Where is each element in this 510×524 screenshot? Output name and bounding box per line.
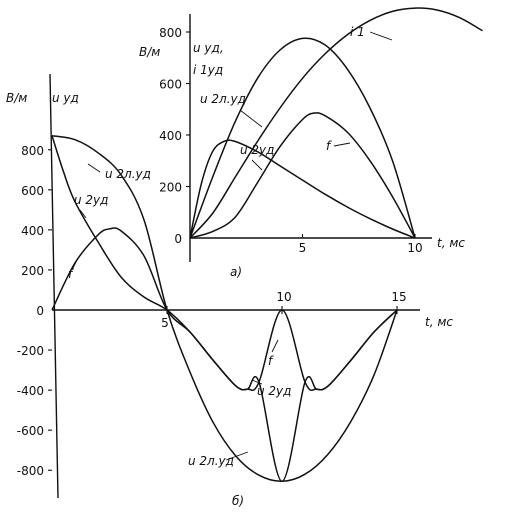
y-tick-label-a: 400 <box>159 129 182 143</box>
series-label-b: u 2уд <box>257 384 291 398</box>
y-unit-b: В/м <box>6 91 27 105</box>
y-tick-label-a: 600 <box>159 78 182 92</box>
panel-a: 0 200 400 600 800 5 10 В/м u уд, i 1уд t, мс а) i 1 u… <box>139 7 483 279</box>
series-line-f-a <box>189 112 416 239</box>
series-leader-a <box>333 142 351 147</box>
y-tick-label-b: -200 <box>17 344 44 358</box>
series-leader-b <box>79 209 87 219</box>
series-line-i-1-a <box>189 7 483 239</box>
series-label-a: u 2л.уд <box>200 92 246 106</box>
series-leader-a <box>251 159 263 171</box>
x-tick-label-a: 5 <box>299 241 307 255</box>
series-line-f-b <box>51 227 398 392</box>
y-tick-label-b: 0 <box>36 304 44 318</box>
series-line-u-2--b <box>51 134 398 483</box>
y-label-b: u уд <box>52 91 79 105</box>
series-leader-b <box>71 257 79 271</box>
y-label-a-line1: u уд, <box>193 41 224 55</box>
y-tick-label-b: 400 <box>21 224 44 238</box>
series-leader-a <box>239 109 263 128</box>
x-tick-label-b: 15 <box>391 290 406 304</box>
y-label-a-line2: i 1уд <box>193 63 223 77</box>
series-label-a: u 2уд <box>240 143 274 157</box>
panel-b: 800 600 400 200 0 -200 -400 -600 -800 5 10 15 В/м u у… <box>6 73 453 508</box>
series-leader-b <box>251 379 263 385</box>
panel-label-a: а) <box>230 265 242 279</box>
x-label-b: t, мс <box>425 315 453 329</box>
series-leader-b <box>271 339 279 353</box>
x-tick-label-a: 10 <box>407 241 422 255</box>
x-tick-label-b: 5 <box>161 316 169 330</box>
y-tick-label-b: -400 <box>17 384 44 398</box>
series-label-b: u 2л.уд <box>188 454 234 468</box>
y-tick-label-b: 200 <box>21 264 44 278</box>
y-axis-b <box>49 73 59 499</box>
y-tick-label-b: 600 <box>21 184 44 198</box>
series-leader-a <box>369 31 393 41</box>
y-tick-label-a: 800 <box>159 26 182 40</box>
series-label-b: f <box>268 354 274 368</box>
y-tick-label-a: 200 <box>159 181 182 195</box>
series-label-b: u 2л.уд <box>105 167 151 181</box>
panel-label-b: б) <box>232 494 244 508</box>
series-leader-b <box>87 163 101 173</box>
series-line-u-2--a <box>189 37 416 239</box>
y-unit-a: В/м <box>139 45 160 59</box>
series-label-a: i 1 <box>350 25 365 39</box>
y-tick-label-b: -600 <box>17 424 44 438</box>
y-tick-label-a: 0 <box>174 232 182 246</box>
x-label-a: t, мс <box>437 236 465 250</box>
series-leader-b <box>225 451 249 461</box>
series-label-a: f <box>326 139 332 153</box>
series-label-b: u 2уд <box>74 193 108 207</box>
x-tick-label-b: 10 <box>276 290 291 304</box>
y-tick-label-b: -800 <box>17 464 44 478</box>
series-line-u-2--a <box>189 139 416 239</box>
series-label-b: f <box>68 267 74 281</box>
y-tick-label-b: 800 <box>21 144 44 158</box>
